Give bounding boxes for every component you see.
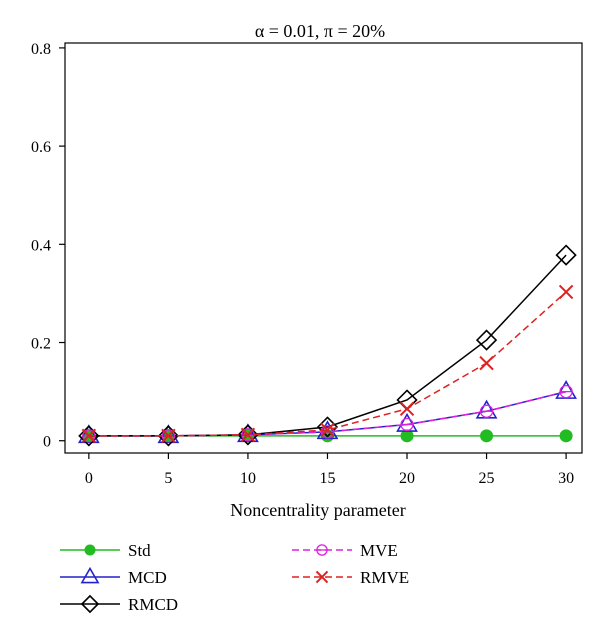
data-point-mve (559, 384, 573, 399)
marker-circle (161, 429, 176, 443)
data-point-rmcd (157, 425, 180, 447)
legend-item-rmcd: RMCD (60, 594, 178, 614)
y-tick-label: 0.2 (31, 336, 51, 353)
x-tick-label: 10 (240, 470, 256, 487)
legend-item-rmve: RMVE (292, 568, 409, 587)
marker-stroke (315, 570, 329, 584)
data-point-rmcd (555, 244, 577, 266)
legend-label-mve: MVE (360, 541, 398, 560)
x-axis: 0 5 10 15 20 25 30 (85, 453, 574, 487)
data-point-rmcd (78, 425, 100, 447)
x-axis-label: Noncentrality parameter (230, 500, 405, 520)
legend-label-rmve: RMVE (360, 568, 409, 587)
series-rmcd (78, 244, 577, 447)
marker-stroke (240, 427, 256, 443)
series-layer (77, 244, 577, 447)
legend: Std MCD RMCD MVE RMVE (60, 541, 409, 614)
data-point-rmve (558, 284, 574, 300)
legend-marker-mcd (80, 566, 100, 584)
legend-marker-rmve (315, 570, 329, 584)
data-point-rmve (81, 428, 97, 444)
series-rmve (81, 284, 574, 444)
legend-label-rmcd: RMCD (128, 595, 178, 614)
y-axis: 0 0.2 0.4 0.6 0.8 (31, 41, 65, 451)
data-point-rmve (479, 355, 494, 371)
marker-circle (316, 544, 328, 556)
data-point-rmcd (475, 329, 498, 351)
legend-marker-std (84, 544, 96, 556)
data-point-rmve (240, 427, 256, 443)
data-point-rmve (399, 401, 415, 417)
data-point-std (480, 429, 494, 443)
legend-label-mcd: MCD (128, 568, 167, 587)
marker-stroke (479, 355, 494, 371)
data-point-std (400, 429, 414, 443)
data-point-mve (400, 417, 414, 432)
x-tick-label: 0 (85, 470, 93, 487)
x-tick-label: 25 (479, 470, 495, 487)
data-point-mcd (555, 380, 577, 399)
chart-title: α = 0.01, π = 20% (255, 21, 385, 41)
legend-label-std: Std (128, 541, 151, 560)
x-tick-label: 5 (164, 470, 172, 487)
legend-item-mcd: MCD (60, 566, 167, 587)
marker-stroke (320, 422, 335, 438)
legend-marker-mve (316, 544, 328, 556)
marker-stroke (161, 428, 176, 444)
y-tick-label: 0.8 (31, 41, 51, 58)
data-point-rmve (320, 422, 335, 438)
legend-marker-rmcd (80, 594, 100, 614)
data-point-mve (479, 404, 494, 418)
marker-stroke (558, 284, 574, 300)
data-point-rmcd (237, 424, 259, 446)
data-point-rmve (161, 428, 176, 444)
marker-stroke (81, 428, 97, 444)
y-tick-label: 0.6 (31, 139, 51, 156)
marker-circle (559, 384, 573, 399)
x-tick-label: 20 (399, 470, 415, 487)
marker-circle (479, 404, 494, 418)
data-point-std (559, 429, 573, 443)
legend-item-mve: MVE (292, 541, 398, 560)
marker-circle (400, 417, 414, 432)
marker-stroke (399, 401, 415, 417)
x-tick-label: 30 (558, 470, 574, 487)
x-tick-label: 15 (319, 470, 335, 487)
y-tick-label: 0.4 (31, 237, 51, 254)
plot-area-frame (64, 42, 583, 454)
legend-item-std: Std (60, 541, 151, 560)
marker-circle (320, 425, 335, 439)
y-tick-label: 0 (43, 434, 51, 451)
